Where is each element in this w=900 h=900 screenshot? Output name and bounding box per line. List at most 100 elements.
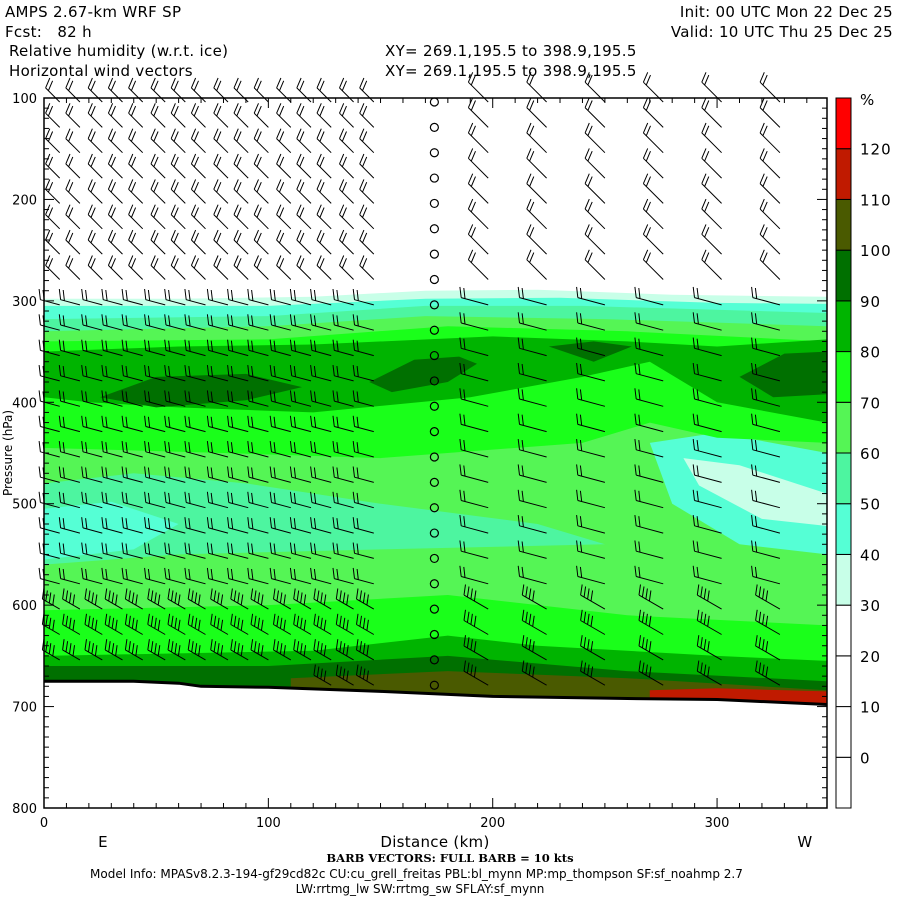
colorbar-label: 20 [860,648,881,666]
wind-barb [45,229,61,255]
wind-barb [310,517,332,534]
wind-barb [517,439,547,458]
wind-barb [210,613,229,635]
x-end-label-east: E [98,833,108,851]
wind-barb [84,588,103,610]
wind-barb [276,255,292,280]
calm-wind-circle [429,122,439,132]
wind-barb [107,103,123,128]
calm-wind-circle [429,579,439,589]
wind-barb [230,588,249,610]
wind-barb [356,588,375,610]
wind-barb [190,179,206,204]
wind-barb [576,464,606,483]
wind-barb [184,517,206,534]
wind-barb [253,229,269,255]
y-tick-label: 600 [12,599,37,614]
wind-barb [187,588,206,610]
wind-barb [634,413,664,433]
wind-barb [634,312,664,331]
wind-barb [233,103,249,128]
wind-barb [696,660,722,686]
wind-barb [316,128,332,154]
wind-barb [642,97,664,128]
wind-barb [692,312,722,331]
wind-barb [759,224,781,255]
wind-barb [81,491,103,509]
wind-barb [87,179,103,204]
wind-barb [356,639,375,661]
wind-barb [269,491,291,509]
wind-barb [642,198,664,230]
below-ground-area [44,681,827,808]
field1-xy: XY= 269.1,195.5 to 398.9,195.5 [385,42,637,60]
wind-barb [273,639,292,661]
wind-barb [276,128,292,154]
wind-barb [296,103,312,128]
wind-barb [164,339,186,357]
wind-barb [81,365,103,382]
wind-barb [107,153,123,179]
wind-barb [642,249,664,280]
wind-barb [459,286,489,306]
wind-barb [121,491,143,509]
wind-barb [463,660,489,686]
wind-barb [190,128,206,154]
wind-barb [339,229,354,255]
wind-barb [526,122,547,154]
wind-barb [144,314,166,331]
wind-barb [467,173,489,204]
wind-barb [65,255,81,280]
wind-barb [638,635,664,661]
wind-barb [269,339,291,357]
wind-barb [459,565,489,585]
wind-barb [45,179,61,204]
wind-barb [227,441,249,458]
wind-barb [247,365,269,382]
y-tick-label: 400 [12,396,37,411]
wind-barb [213,153,229,179]
wind-barb [584,148,606,179]
wind-barb [107,204,123,230]
wind-barb [316,77,332,103]
wind-barb [517,337,547,357]
calm-wind-circle [429,401,439,411]
wind-barb [751,388,781,407]
calm-wind-circle [429,629,439,640]
wind-barb [751,413,781,433]
wind-barb [332,390,354,407]
wind-barb [227,517,249,534]
wind-barb [359,179,375,204]
colorbar-bin-60 [835,401,852,454]
wind-barb [107,77,123,103]
wind-barb [150,255,166,280]
wind-barb [190,255,206,280]
wind-barb [147,588,166,610]
wind-barb [233,229,249,255]
wind-barb [638,609,664,635]
calm-wind-circle [429,452,439,462]
wind-barb [296,128,312,154]
wind-barb [144,441,166,458]
wind-barb [701,198,722,230]
wind-barb [147,639,166,661]
wind-barb [276,103,292,128]
wind-barb [526,224,547,255]
wind-barb [359,153,375,179]
wind-barb [692,515,722,534]
wind-barb [121,466,143,483]
wind-barb [164,390,186,407]
wind-barb [352,339,374,357]
wind-barb [692,439,722,458]
wind-barb [213,179,229,204]
wind-barb [81,339,103,357]
wind-barb [227,314,249,331]
wind-barb [332,288,354,306]
wind-barb [517,489,547,509]
wind-barb [206,314,229,331]
wind-barb [206,441,229,458]
calm-wind-circle [429,198,439,209]
calm-wind-circle [429,477,439,487]
wind-barb [227,415,249,433]
